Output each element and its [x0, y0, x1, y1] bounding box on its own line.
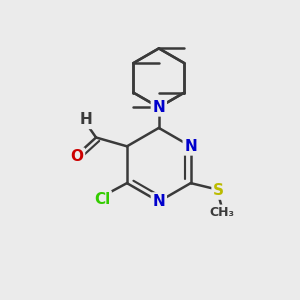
Text: S: S — [213, 183, 224, 198]
Text: H: H — [80, 112, 92, 127]
Text: N: N — [152, 100, 165, 115]
Text: N: N — [152, 194, 165, 209]
Text: O: O — [70, 149, 83, 164]
Text: Cl: Cl — [94, 192, 110, 207]
Text: CH₃: CH₃ — [209, 206, 234, 219]
Text: N: N — [184, 139, 197, 154]
